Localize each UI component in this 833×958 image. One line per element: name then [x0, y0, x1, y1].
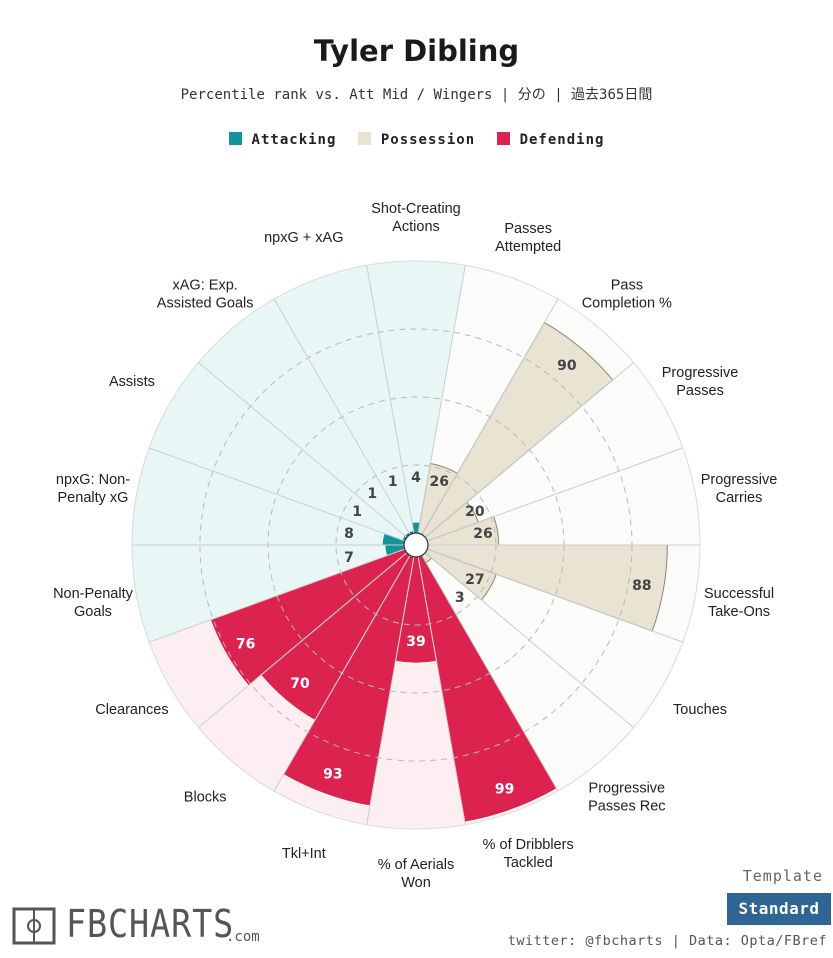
page-title: Tyler Dibling — [313, 34, 520, 68]
template-label: Template — [742, 867, 823, 885]
logo-wordmark: FBCHARTS — [66, 902, 235, 946]
value-label: 88 — [632, 578, 651, 594]
legend: Attacking Possession Defending — [0, 132, 833, 148]
value-label: 3 — [455, 590, 465, 606]
legend-swatch-attacking — [228, 132, 242, 145]
value-label: 20 — [465, 504, 485, 520]
value-label: 26 — [473, 526, 492, 542]
legend-label-defending: Defending — [519, 132, 605, 148]
bg-wedge — [422, 552, 634, 791]
spoke-line — [148, 447, 405, 542]
pitch-logo-icon — [12, 907, 56, 945]
axis-label: Assists — [109, 374, 155, 390]
spokes — [131, 260, 701, 830]
axis-label: Clearances — [95, 702, 168, 718]
axis-label: Pass Completion % — [582, 278, 672, 312]
spoke-line — [427, 447, 684, 542]
axis-label: npxG: Non-Penalty xG — [56, 472, 130, 506]
bg-wedge — [425, 362, 683, 541]
logo-suffix: .com — [226, 929, 260, 945]
center-disc — [403, 532, 429, 558]
bg-wedge — [418, 265, 558, 535]
value-label: 4 — [411, 470, 421, 486]
axis-label: Successful Take-Ons — [704, 586, 774, 620]
spoke-line — [366, 556, 415, 825]
axis-label: % of Dribblers Tackled — [483, 837, 574, 871]
bg-wedge — [425, 549, 683, 728]
outer-ring — [131, 260, 701, 830]
axis-label: Touches — [673, 702, 727, 718]
value-label: 39 — [406, 634, 425, 650]
axis-label: Progressive Passes Rec — [588, 780, 665, 814]
bg-wedge — [149, 362, 407, 541]
value-label: 70 — [290, 676, 310, 692]
value-label: 27 — [465, 572, 484, 588]
spoke-line — [424, 552, 634, 728]
axis-label: Shot-Creating Actions — [371, 201, 460, 235]
page-subtitle: Percentile rank vs. Att Mid / Wingers | … — [180, 87, 653, 103]
legend-item-defending: Defending — [496, 132, 605, 148]
spoke-line — [417, 556, 466, 825]
value-label: 76 — [236, 636, 255, 652]
legend-swatch-possession — [357, 132, 371, 145]
bg-wedge — [132, 545, 405, 643]
axis-label: Tkl+Int — [282, 846, 326, 862]
spoke-line — [421, 555, 559, 792]
spoke-line — [273, 298, 411, 535]
bg-wedge — [132, 447, 405, 545]
value-label: 90 — [557, 358, 577, 374]
bars — [209, 321, 668, 823]
value-label: 99 — [495, 782, 514, 798]
axis-label: npxG + xAG — [264, 230, 343, 246]
spoke-line — [366, 265, 415, 534]
spoke-line — [198, 552, 408, 728]
spoke-line — [198, 362, 408, 538]
value-label: 1 — [388, 474, 398, 490]
value-label: 1 — [367, 486, 377, 502]
spoke-line — [424, 362, 634, 538]
spoke-line — [421, 298, 559, 535]
axis-label: Blocks — [184, 789, 227, 805]
bg-wedge — [198, 299, 410, 538]
value-label: 8 — [344, 526, 354, 542]
template-standard-button[interactable]: Standard — [727, 893, 831, 925]
axis-label: xAG: Exp. Assisted Goals — [157, 278, 254, 312]
legend-label-attacking: Attacking — [251, 132, 337, 148]
bg-wedge — [274, 265, 414, 535]
value-label: 7 — [344, 550, 354, 566]
spoke-line — [273, 555, 411, 792]
axis-label: % of Aerials Won — [378, 857, 455, 891]
legend-item-possession: Possession — [357, 132, 476, 148]
value-label: 93 — [323, 766, 342, 782]
spoke-line — [148, 548, 405, 643]
value-label: 1 — [352, 504, 362, 520]
axis-label: Progressive Passes — [662, 365, 739, 399]
axis-label: Non-Penalty Goals — [53, 586, 134, 620]
spoke-line — [427, 548, 684, 643]
value-label: 26 — [430, 474, 449, 490]
legend-swatch-defending — [496, 132, 510, 145]
spoke-line — [417, 265, 466, 534]
axis-label: Passes Attempted — [495, 221, 561, 255]
legend-item-attacking: Attacking — [228, 132, 337, 148]
footer-credit: twitter: @fbcharts | Data: Opta/FBref — [507, 933, 827, 949]
axis-label: Progressive Carries — [701, 472, 778, 506]
legend-label-possession: Possession — [380, 132, 476, 148]
axis-labels: npxG: Non-Penalty xG Assists xAG: Exp. Assi… — [53, 201, 777, 891]
